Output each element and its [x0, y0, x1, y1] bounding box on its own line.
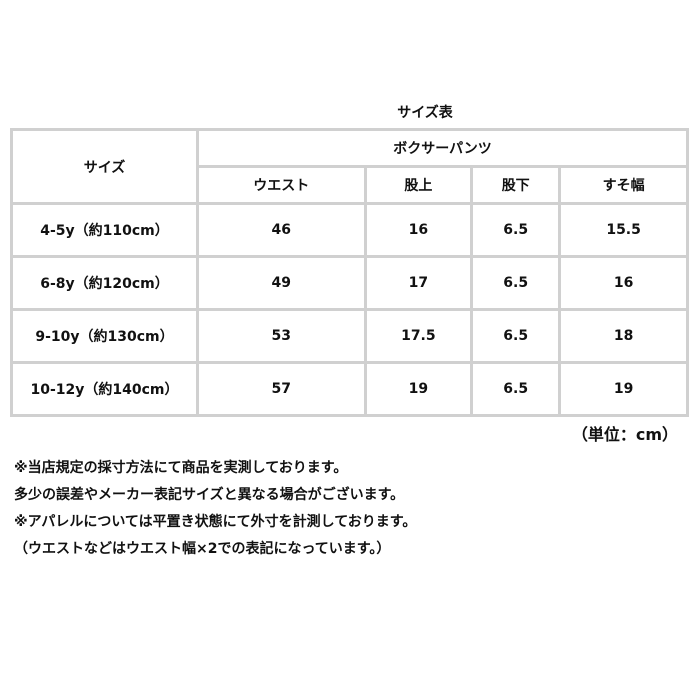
note-line: 多少の誤差やメーカー表記サイズと異なる場合がございます。 — [14, 487, 405, 503]
note-line: ※アパレルについては平置き状態にて外寸を計測しております。 — [14, 514, 417, 530]
size-cell: 6-8y（約120cm） — [10, 255, 199, 311]
note-line: （ウエストなどはウエスト幅×2での表記になっています。） — [14, 541, 391, 557]
notes: ※当店規定の採寸方法にて商品を実測しております。 多少の誤差やメーカー表記サイズ… — [14, 455, 416, 563]
table-row: 4-5y（約110cm） 46 16 6.5 15.5 — [10, 202, 689, 258]
column-header-hem-width: すそ幅 — [558, 165, 689, 205]
value-cell: 53 — [196, 308, 367, 364]
value-cell: 16 — [558, 255, 689, 311]
value-cell: 46 — [196, 202, 367, 258]
column-header-inseam: 股下 — [470, 165, 562, 205]
column-header-waist: ウエスト — [196, 165, 367, 205]
table-row: 6-8y（約120cm） 49 17 6.5 16 — [10, 255, 689, 311]
unit-label: （単位：cm） — [571, 425, 678, 444]
group-header: ボクサーパンツ — [196, 128, 689, 168]
column-header-row: ウエスト 股上 股下 すそ幅 — [12, 165, 689, 205]
size-header: サイズ — [10, 128, 199, 205]
value-cell: 17 — [363, 255, 474, 311]
table-row: 9-10y（約130cm） 53 17.5 6.5 18 — [10, 308, 689, 364]
note-line: ※当店規定の採寸方法にて商品を実測しております。 — [14, 460, 348, 476]
size-table: サイズ ボクサーパンツ ウエスト 股上 股下 すそ幅 4-5y（約110cm） … — [10, 128, 689, 417]
value-cell: 6.5 — [470, 202, 562, 258]
value-cell: 17.5 — [363, 308, 474, 364]
value-cell: 6.5 — [470, 255, 562, 311]
value-cell: 57 — [196, 361, 367, 417]
value-cell: 49 — [196, 255, 367, 311]
value-cell: 18 — [558, 308, 689, 364]
column-header-rise: 股上 — [363, 165, 474, 205]
value-cell: 6.5 — [470, 361, 562, 417]
value-cell: 6.5 — [470, 308, 562, 364]
page-title: サイズ表 — [397, 105, 453, 121]
size-cell: 4-5y（約110cm） — [10, 202, 199, 258]
value-cell: 15.5 — [558, 202, 689, 258]
value-cell: 19 — [558, 361, 689, 417]
table-row: 10-12y（約140cm） 57 19 6.5 19 — [10, 361, 689, 417]
value-cell: 19 — [363, 361, 474, 417]
size-cell: 10-12y（約140cm） — [10, 361, 199, 417]
header-row: サイズ ボクサーパンツ — [10, 128, 689, 205]
size-cell: 9-10y（約130cm） — [10, 308, 199, 364]
value-cell: 16 — [363, 202, 474, 258]
